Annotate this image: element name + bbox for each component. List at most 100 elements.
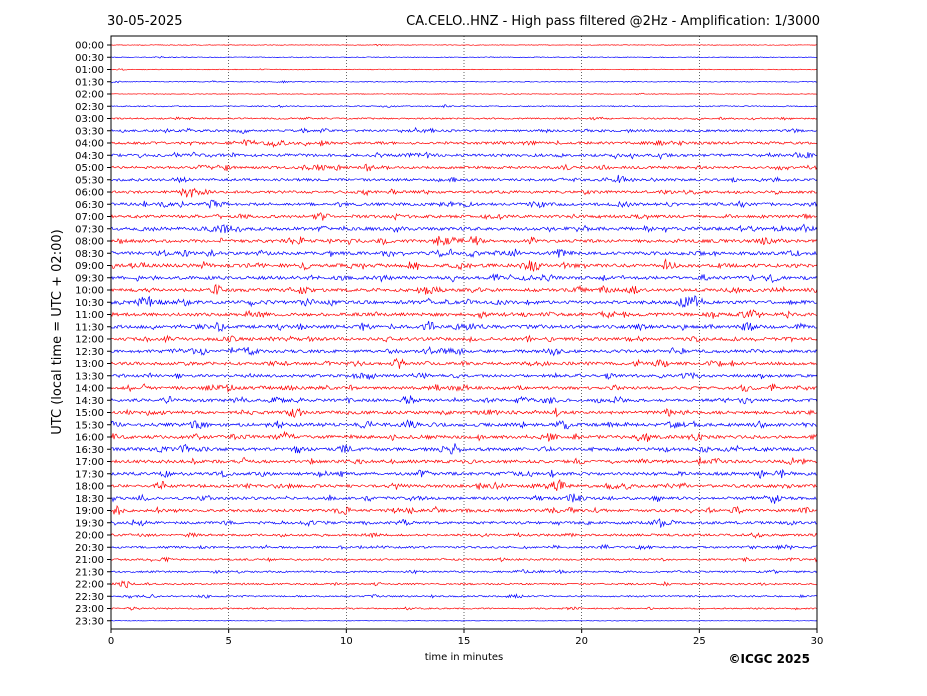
- y-tick-label-00:30: 00:30: [75, 53, 104, 64]
- trace-07:30: [110, 223, 818, 234]
- trace-01:30: [110, 80, 818, 84]
- y-tick-label-15:30: 15:30: [75, 420, 104, 431]
- y-tick-label-22:00: 22:00: [75, 580, 104, 591]
- y-tick-label-21:30: 21:30: [75, 567, 104, 578]
- y-tick-label-04:30: 04:30: [75, 151, 104, 162]
- plot-frame: [110, 35, 818, 630]
- copyright-label: ©ICGC 2025: [728, 652, 810, 666]
- trace-18:30: [110, 493, 818, 504]
- trace-05:00: [110, 163, 818, 172]
- trace-19:00: [110, 504, 818, 515]
- y-tick-label-05:00: 05:00: [75, 163, 104, 174]
- trace-10:30: [110, 295, 818, 308]
- y-tick-label-03:30: 03:30: [75, 126, 104, 137]
- trace-04:30: [110, 151, 818, 160]
- y-tick-label-21:00: 21:00: [75, 555, 104, 566]
- y-tick-label-08:30: 08:30: [75, 249, 104, 260]
- trace-08:00: [110, 235, 818, 246]
- trace-13:30: [110, 371, 818, 380]
- y-tick-label-00:00: 00:00: [75, 41, 104, 52]
- trace-13:00: [110, 357, 818, 369]
- trace-21:00: [110, 556, 818, 563]
- x-tick-label-10: 10: [340, 636, 353, 647]
- trace-20:00: [110, 531, 818, 539]
- x-tick-label-20: 20: [575, 636, 588, 647]
- y-tick-label-13:30: 13:30: [75, 371, 104, 382]
- y-tick-label-19:30: 19:30: [75, 518, 104, 529]
- trace-00:30: [110, 55, 818, 59]
- y-tick-label-15:00: 15:00: [75, 408, 104, 419]
- trace-14:00: [110, 383, 818, 393]
- y-tick-label-23:30: 23:30: [75, 616, 104, 627]
- x-tick-labels: 0 5 10 15 20 25 30: [108, 629, 824, 647]
- trace-02:30: [110, 104, 818, 109]
- x-axis-label: time in minutes: [425, 652, 504, 663]
- trace-18:00: [110, 479, 818, 491]
- x-tick-label-0: 0: [108, 636, 114, 647]
- y-tick-label-02:00: 02:00: [75, 90, 104, 101]
- trace-02:00: [110, 92, 818, 95]
- y-axis-label: UTC (local time = UTC + 02:00): [50, 229, 65, 434]
- y-tick-label-10:00: 10:00: [75, 286, 104, 297]
- trace-06:00: [110, 187, 818, 198]
- y-tick-label-10:30: 10:30: [75, 298, 104, 309]
- y-tick-label-12:30: 12:30: [75, 347, 104, 358]
- y-tick-label-17:00: 17:00: [75, 457, 104, 468]
- trace-09:30: [110, 273, 818, 284]
- y-tick-label-14:30: 14:30: [75, 396, 104, 407]
- trace-22:00: [110, 580, 818, 589]
- trace-03:30: [110, 126, 817, 135]
- trace-17:30: [110, 468, 818, 479]
- trace-11:30: [110, 320, 818, 333]
- y-tick-label-11:30: 11:30: [75, 322, 104, 333]
- chart-title: CA.CELO..HNZ - High pass filtered @2Hz -…: [406, 14, 820, 29]
- trace-00:00: [110, 44, 818, 47]
- y-tick-label-19:00: 19:00: [75, 506, 104, 517]
- trace-08:30: [110, 248, 818, 258]
- trace-11:00: [110, 309, 818, 320]
- trace-06:30: [110, 199, 818, 209]
- y-tick-label-16:00: 16:00: [75, 433, 104, 444]
- trace-17:00: [110, 456, 818, 466]
- trace-16:00: [110, 430, 818, 442]
- seismic-traces: [110, 44, 818, 622]
- trace-19:30: [110, 518, 818, 528]
- trace-22:30: [110, 593, 818, 599]
- y-tick-label-03:00: 03:00: [75, 114, 104, 125]
- trace-05:30: [110, 174, 818, 184]
- y-tick-label-09:00: 09:00: [75, 261, 104, 272]
- trace-21:30: [110, 569, 818, 575]
- x-tick-label-15: 15: [458, 636, 471, 647]
- trace-07:00: [110, 212, 818, 221]
- y-tick-label-18:30: 18:30: [75, 494, 104, 505]
- x-tick-label-25: 25: [693, 636, 706, 647]
- trace-23:30: [110, 620, 818, 622]
- y-tick-label-06:30: 06:30: [75, 200, 104, 211]
- trace-10:00: [110, 283, 818, 295]
- y-tick-label-01:00: 01:00: [75, 65, 104, 76]
- y-tick-label-20:00: 20:00: [75, 531, 104, 542]
- y-tick-label-11:00: 11:00: [75, 310, 104, 321]
- trace-15:00: [110, 407, 818, 418]
- y-tick-label-13:00: 13:00: [75, 359, 104, 370]
- trace-14:30: [110, 395, 818, 405]
- trace-15:30: [110, 419, 818, 430]
- y-tick-label-01:30: 01:30: [75, 77, 104, 88]
- y-tick-label-18:00: 18:00: [75, 482, 104, 493]
- trace-12:00: [111, 334, 818, 344]
- y-tick-label-06:00: 06:00: [75, 188, 104, 199]
- y-tick-label-05:30: 05:30: [75, 175, 104, 186]
- trace-03:00: [110, 116, 818, 121]
- grid-lines: [228, 36, 700, 629]
- y-tick-label-09:30: 09:30: [75, 273, 104, 284]
- trace-04:00: [110, 138, 818, 149]
- y-tick-label-08:00: 08:00: [75, 237, 104, 248]
- x-tick-label-5: 5: [225, 636, 231, 647]
- y-tick-label-22:30: 22:30: [75, 592, 104, 603]
- y-tick-label-12:00: 12:00: [75, 335, 104, 346]
- trace-09:00: [110, 258, 818, 272]
- x-tick-label-30: 30: [811, 636, 824, 647]
- y-tick-label-04:00: 04:00: [75, 139, 104, 150]
